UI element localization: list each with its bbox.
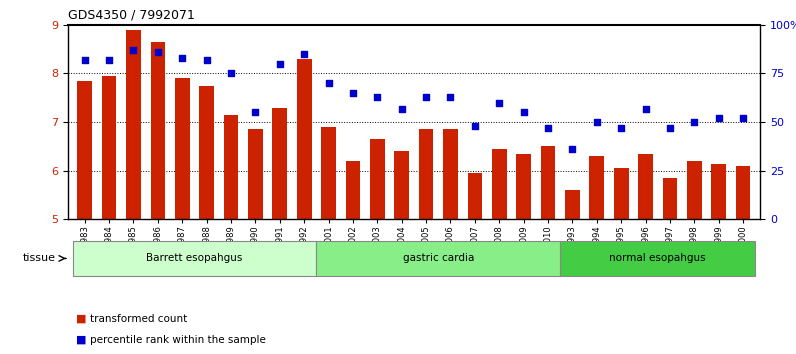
Bar [272, 108, 287, 219]
Point [346, 90, 359, 96]
Point [591, 119, 603, 125]
Bar [736, 166, 751, 219]
Point [444, 94, 457, 100]
Point [249, 110, 262, 115]
Text: transformed count: transformed count [90, 314, 187, 324]
Text: gastric cardia: gastric cardia [403, 253, 474, 263]
Bar [560, 241, 755, 276]
Text: tissue: tissue [23, 253, 56, 263]
Text: ■: ■ [76, 314, 86, 324]
Text: percentile rank within the sample: percentile rank within the sample [90, 335, 266, 345]
Bar [540, 147, 556, 219]
Point [103, 57, 115, 63]
Bar [127, 30, 141, 219]
Point [566, 147, 579, 152]
Point [151, 49, 164, 55]
Bar [175, 78, 189, 219]
Bar [687, 161, 701, 219]
Point [639, 106, 652, 112]
Point [615, 125, 627, 131]
Point [371, 94, 384, 100]
Bar [77, 81, 92, 219]
Bar [370, 139, 384, 219]
Bar [419, 130, 434, 219]
Bar [102, 76, 116, 219]
Bar [443, 130, 458, 219]
Text: GDS4350 / 7992071: GDS4350 / 7992071 [68, 8, 194, 21]
Bar [72, 241, 316, 276]
Point [688, 119, 700, 125]
Point [712, 115, 725, 121]
Bar [322, 127, 336, 219]
Point [201, 57, 213, 63]
Bar [492, 149, 506, 219]
Text: ■: ■ [76, 335, 86, 345]
Point [298, 51, 310, 57]
Point [419, 94, 432, 100]
Bar [467, 173, 482, 219]
Bar [199, 86, 214, 219]
Point [469, 123, 482, 129]
Bar [224, 115, 238, 219]
Point [224, 70, 237, 76]
Point [176, 55, 189, 61]
Bar [614, 169, 629, 219]
Bar [662, 178, 677, 219]
Point [517, 110, 530, 115]
Point [493, 100, 505, 105]
Point [274, 61, 287, 67]
Point [322, 80, 335, 86]
Bar [565, 190, 579, 219]
Bar [394, 152, 409, 219]
Point [541, 125, 554, 131]
Bar [316, 241, 560, 276]
Bar [248, 130, 263, 219]
Point [396, 106, 408, 112]
Bar [590, 156, 604, 219]
Bar [517, 154, 531, 219]
Text: normal esopahgus: normal esopahgus [610, 253, 706, 263]
Point [664, 125, 677, 131]
Bar [297, 59, 311, 219]
Point [78, 57, 91, 63]
Point [737, 115, 750, 121]
Bar [150, 42, 166, 219]
Bar [638, 154, 653, 219]
Bar [345, 161, 361, 219]
Text: Barrett esopahgus: Barrett esopahgus [146, 253, 243, 263]
Point [127, 47, 140, 53]
Bar [712, 164, 726, 219]
